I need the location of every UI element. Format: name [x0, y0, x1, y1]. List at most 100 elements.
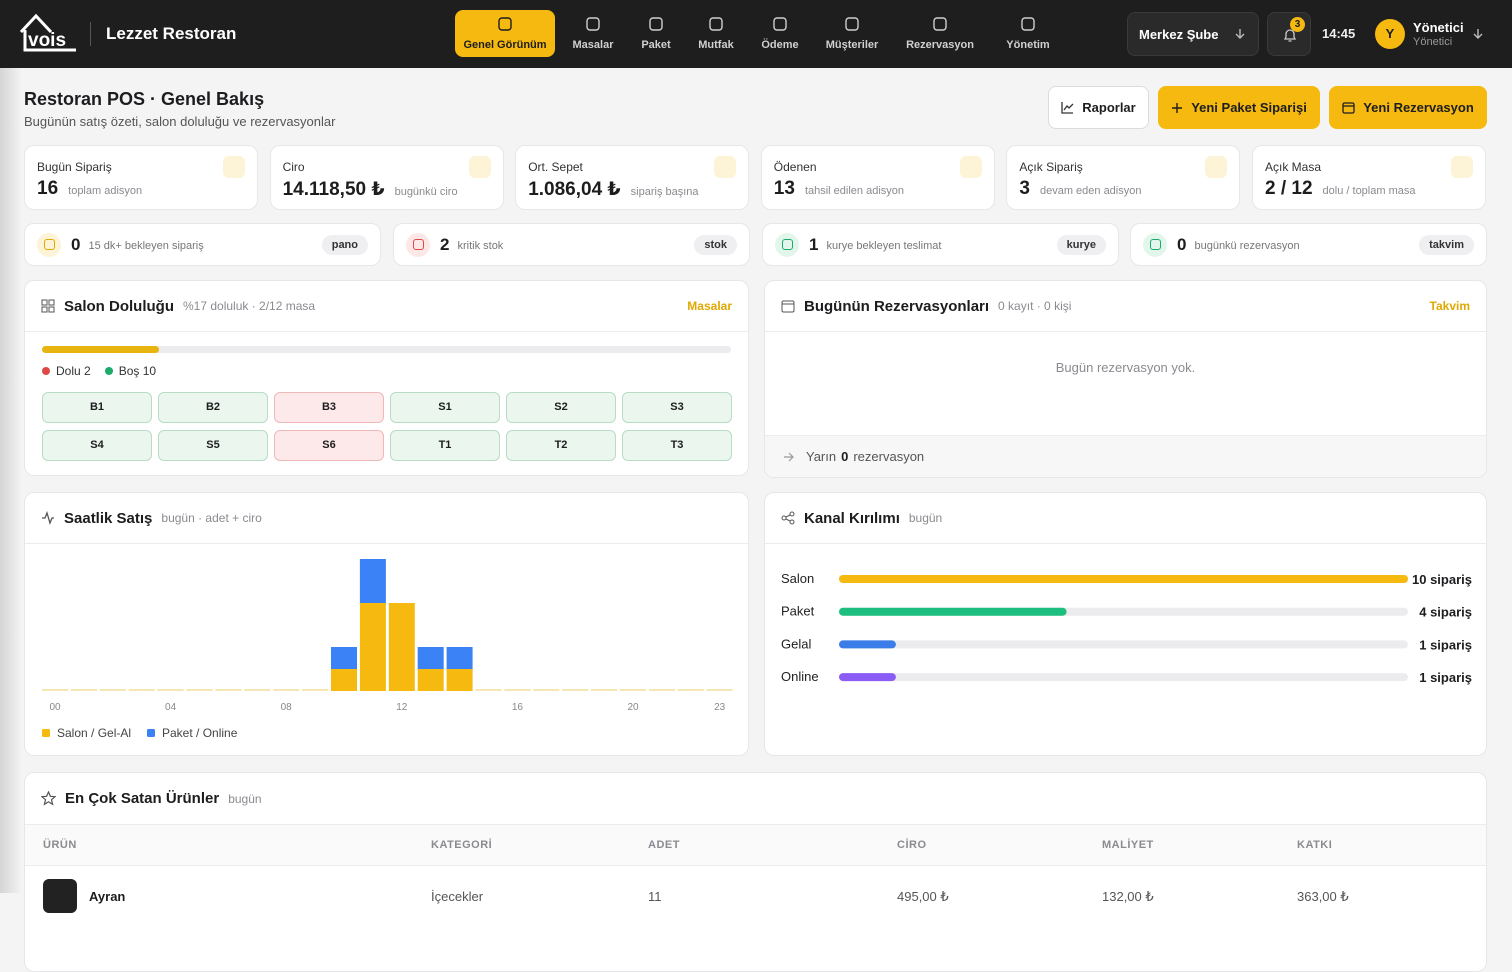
table-tile[interactable]: B3 — [274, 392, 384, 423]
card-meta: 0 kayıt · 0 kişi — [998, 299, 1072, 313]
legend: Dolu 2 Boş 10 — [42, 364, 156, 378]
table-tile[interactable]: T3 — [622, 430, 732, 461]
legend-item: Boş 10 — [104, 364, 156, 378]
product-thumb — [43, 879, 77, 913]
baseline — [302, 689, 329, 691]
alert-tag[interactable]: stok — [694, 234, 737, 255]
alert-glyph — [412, 239, 424, 250]
star-icon — [41, 791, 56, 806]
stat-icon — [468, 156, 491, 178]
new-reservation-button[interactable]: Yeni Rezervasyon — [1329, 86, 1487, 129]
card-header: Bugünün Rezervasyonları 0 kayıt · 0 kişi… — [765, 281, 1486, 332]
baseline — [504, 689, 531, 691]
products-card: En Çok Satan Ürünler bugün ÜRÜN KATEGORİ A… — [24, 772, 1487, 972]
arrow-icon — [784, 452, 794, 461]
bar — [839, 607, 1067, 616]
column-header: ADET — [648, 839, 680, 851]
value-label: 1 sipariş — [1419, 670, 1472, 685]
stat-icon — [1451, 156, 1473, 178]
nav-item[interactable]: Rezervasyon — [890, 10, 990, 57]
baseline — [562, 689, 589, 691]
reservations-card: Bugünün Rezervasyonları 0 kayıt · 0 kişi… — [764, 280, 1487, 478]
new-delivery-button[interactable]: Yeni Paket Siparişi — [1158, 86, 1320, 129]
stat-note: toplam adisyon — [68, 185, 143, 197]
bar-segment — [331, 647, 357, 669]
occupancy-bar — [42, 346, 160, 353]
nav-icon — [586, 17, 600, 31]
alert-card: 1 kurye bekleyen teslimat kurye — [762, 223, 1119, 266]
table-tile[interactable]: S3 — [622, 392, 732, 423]
table-header — [25, 825, 1486, 866]
nav-item[interactable]: Genel Görünüm — [455, 10, 555, 57]
notification-badge: 3 — [1290, 17, 1305, 32]
nav-item[interactable]: Müşteriler — [802, 10, 902, 57]
divider — [90, 22, 91, 46]
bar-segment — [446, 647, 473, 669]
stat-row: 1.086,04 ₺ sipariş başına — [528, 178, 698, 201]
nav-item[interactable]: Mutfak — [666, 10, 766, 57]
x-tick-label: 12 — [396, 702, 408, 713]
logo-text: vois — [28, 30, 66, 51]
card-link[interactable]: Takvim — [1429, 299, 1470, 313]
table-tile[interactable]: T1 — [390, 430, 500, 461]
icon-shape — [709, 17, 723, 31]
table-cell: İçecekler — [431, 889, 484, 904]
branch-select[interactable]: Merkez Şube — [1127, 12, 1259, 56]
alert-value: 2 — [440, 234, 450, 254]
user-chevron — [1473, 29, 1483, 39]
stat-row: 3 devam eden adisyon — [1019, 178, 1141, 200]
alert-value: 1 — [809, 234, 819, 254]
table-tile[interactable]: T2 — [506, 430, 616, 461]
nav-item[interactable]: Paket — [606, 10, 706, 57]
alert-icon — [1143, 232, 1167, 257]
nav-icon — [845, 17, 859, 31]
alert-tag[interactable]: pano — [321, 234, 368, 255]
nav-label: Masalar — [572, 39, 614, 51]
legend-swatch — [42, 729, 50, 737]
value-label: 1 sipariş — [1419, 637, 1472, 652]
icon-shape — [933, 17, 947, 31]
stat-card: Açık Sipariş 3 devam eden adisyon — [1006, 145, 1241, 210]
channel-card: Kanal Kırılımı bugün Salon 10 sipariş Pake… — [764, 492, 1487, 756]
empty-state: Bugün rezervasyon yok. — [1055, 360, 1196, 375]
table-tile[interactable]: S2 — [506, 392, 616, 423]
stat-value: 14.118,50 ₺ — [282, 179, 385, 200]
notifications-button[interactable]: 3 — [1267, 12, 1311, 56]
table-tile[interactable]: S6 — [274, 430, 384, 461]
calendar-icon — [781, 300, 795, 313]
bar-segment — [388, 603, 415, 691]
card-meta: bugün · adet + ciro — [161, 511, 262, 525]
baseline — [157, 689, 184, 691]
alert-glyph — [781, 239, 793, 250]
table-tile[interactable]: S4 — [42, 430, 152, 461]
table-tile[interactable]: B1 — [42, 392, 152, 423]
table-tile[interactable]: B2 — [158, 392, 268, 423]
button-label: Yeni Paket Siparişi — [1191, 100, 1307, 115]
salon-card: Salon Doluluğu %17 doluluk · 2/12 masa M… — [24, 280, 749, 476]
card-header: Kanal Kırılımı bugün — [765, 493, 1486, 544]
chart-icon — [1061, 102, 1074, 114]
stat-card: Ciro 14.118,50 ₺ bugünkü ciro — [269, 145, 504, 210]
nav-item[interactable]: Yönetim — [978, 10, 1078, 57]
bar-track — [839, 640, 1408, 649]
icon-shape — [498, 17, 512, 31]
alert-glyph — [1149, 239, 1161, 250]
column-header: CİRO — [897, 839, 927, 851]
icon-shape — [773, 17, 787, 31]
card-meta: %17 doluluk · 2/12 masa — [183, 299, 316, 313]
card-link[interactable]: Masalar — [687, 299, 732, 313]
left-shade — [0, 68, 22, 893]
alert-tag[interactable]: kurye — [1056, 234, 1106, 255]
table-tile[interactable]: S5 — [158, 430, 268, 461]
nav-item[interactable]: Masalar — [543, 10, 643, 57]
nav-item[interactable]: Ödeme — [730, 10, 830, 57]
reports-button[interactable]: Raporlar — [1048, 86, 1149, 129]
card-title: Kanal Kırılımı — [804, 509, 900, 527]
avatar[interactable]: Y — [1375, 19, 1405, 49]
stat-label: Ort. Sepet — [528, 160, 583, 174]
alert-tag[interactable]: takvim — [1419, 234, 1474, 255]
stat-icon — [714, 156, 737, 178]
table-tile[interactable]: S1 — [390, 392, 500, 423]
